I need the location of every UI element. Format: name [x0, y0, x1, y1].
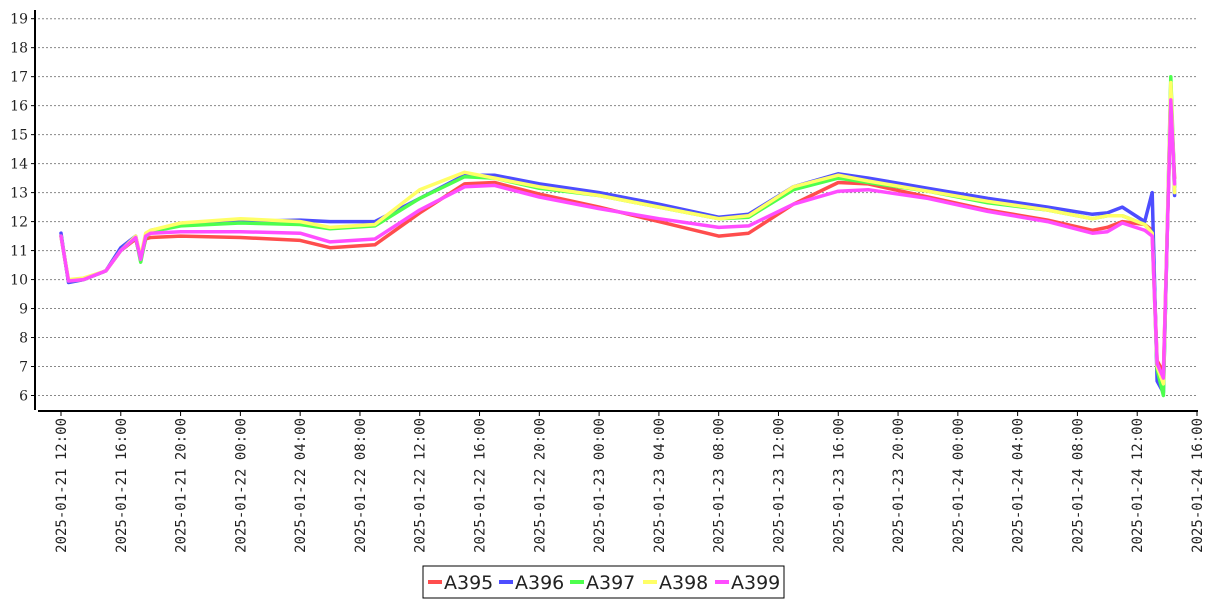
- x-tick-label: 2025-01-24 16:00: [1190, 418, 1206, 553]
- x-tick-label: 2025-01-22 08:00: [353, 418, 369, 553]
- y-tick-label: 18: [10, 41, 28, 57]
- x-axis-ticks: 2025-01-21 12:00 2025-01-21 16:00 2025-01-…: [54, 411, 1206, 553]
- legend-label-a399: A399: [731, 572, 780, 594]
- series-line-a399: [59, 98, 1177, 380]
- x-tick-label: 2025-01-24 08:00: [1070, 418, 1086, 553]
- series-line-a395: [59, 101, 1177, 375]
- x-tick-label: 2025-01-24 12:00: [1130, 418, 1146, 553]
- y-tick-label: 16: [10, 99, 28, 115]
- x-tick-label: 2025-01-23 16:00: [831, 418, 847, 553]
- y-tick-label: 11: [10, 244, 28, 260]
- legend-label-a398: A398: [659, 572, 708, 594]
- y-tick-label: 13: [10, 186, 28, 202]
- x-tick-label: 2025-01-23 04:00: [652, 418, 668, 553]
- legend-label-a396: A396: [515, 572, 564, 594]
- legend-label-a395: A395: [444, 572, 493, 594]
- x-tick-label: 2025-01-23 12:00: [771, 418, 787, 553]
- x-tick-label: 2025-01-22 00:00: [233, 418, 249, 553]
- y-axis-ticks: 6 7 8 9 10 11 12 13 14 15 16 17 18 19: [10, 12, 35, 405]
- series-lines: [59, 74, 1177, 398]
- x-tick-label: 2025-01-22 12:00: [413, 418, 429, 553]
- y-tick-label: 8: [19, 331, 28, 347]
- x-tick-label: 2025-01-23 08:00: [712, 418, 728, 553]
- series-line-a396: [59, 83, 1177, 395]
- legend: A395 A396 A397 A398 A399: [422, 565, 785, 599]
- y-tick-label: 14: [10, 157, 28, 173]
- y-tick-label: 15: [10, 128, 28, 144]
- x-tick-label: 2025-01-24 04:00: [1011, 418, 1027, 553]
- x-tick-label: 2025-01-22 20:00: [532, 418, 548, 553]
- x-tick-label: 2025-01-22 16:00: [473, 418, 489, 553]
- x-tick-label: 2025-01-24 00:00: [951, 418, 967, 553]
- x-tick-label: 2025-01-21 16:00: [114, 418, 130, 553]
- legend-label-a397: A397: [586, 572, 635, 594]
- x-tick-label: 2025-01-23 00:00: [592, 418, 608, 553]
- y-tick-label: 12: [10, 215, 28, 231]
- y-tick-label: 7: [19, 360, 28, 376]
- x-tick-label: 2025-01-23 20:00: [891, 418, 907, 553]
- y-tick-label: 9: [19, 302, 28, 318]
- y-tick-label: 10: [10, 273, 28, 289]
- y-tick-label: 17: [10, 70, 28, 86]
- y-tick-label: 6: [19, 389, 28, 405]
- x-tick-label: 2025-01-21 20:00: [174, 418, 190, 553]
- x-tick-label: 2025-01-21 12:00: [54, 418, 70, 553]
- x-tick-label: 2025-01-22 04:00: [293, 418, 309, 553]
- y-tick-label: 19: [10, 12, 28, 28]
